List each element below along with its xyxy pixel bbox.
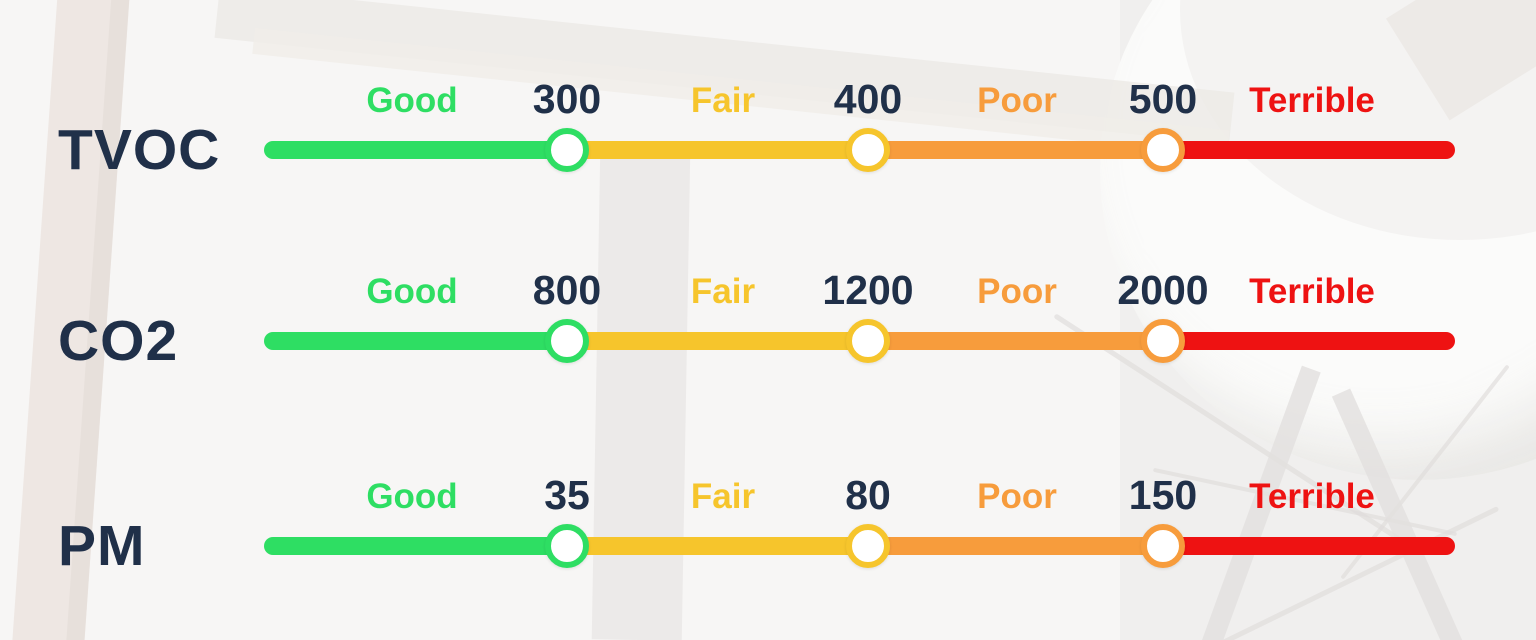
segment-poor — [868, 537, 1163, 555]
threshold-marker[interactable] — [545, 128, 589, 172]
table-leg-mid-shape — [591, 149, 691, 640]
threshold-value: 1200 — [822, 267, 914, 313]
threshold-marker[interactable] — [545, 524, 589, 568]
scale-bar — [264, 128, 1455, 172]
segment-fair — [567, 537, 868, 555]
segment-terrible — [1163, 332, 1455, 350]
threshold-value: 300 — [532, 76, 602, 122]
threshold-value: 400 — [833, 76, 903, 122]
threshold-value: 150 — [1128, 472, 1198, 518]
segment-terrible — [1163, 141, 1455, 159]
metric-label: TVOC — [58, 118, 221, 182]
segment-terrible — [1163, 537, 1455, 555]
metric-label: CO2 — [58, 309, 179, 373]
segment-poor — [868, 141, 1163, 159]
category-label-good: Good — [366, 272, 458, 311]
segment-good — [264, 332, 567, 350]
category-label-terrible: Terrible — [1249, 477, 1375, 516]
segment-good — [264, 537, 567, 555]
threshold-marker[interactable] — [846, 524, 890, 568]
category-label-terrible: Terrible — [1249, 272, 1375, 311]
threshold-marker[interactable] — [846, 128, 890, 172]
category-label-fair: Fair — [690, 272, 756, 311]
chair-back-shape — [1385, 0, 1536, 121]
table-edge-shape — [214, 0, 1235, 145]
segment-good — [264, 141, 567, 159]
threshold-value: 80 — [845, 472, 891, 518]
category-label-fair: Fair — [690, 81, 756, 120]
category-label-poor: Poor — [977, 272, 1057, 311]
category-label-good: Good — [366, 81, 458, 120]
segment-poor — [868, 332, 1163, 350]
threshold-marker[interactable] — [1141, 319, 1185, 363]
category-label-good: Good — [366, 477, 458, 516]
threshold-marker[interactable] — [545, 319, 589, 363]
threshold-marker[interactable] — [1141, 128, 1185, 172]
scale-bar — [264, 319, 1455, 363]
threshold-value: 500 — [1128, 76, 1198, 122]
metric-label: PM — [58, 514, 146, 578]
threshold-value: 2000 — [1117, 267, 1209, 313]
category-label-fair: Fair — [690, 477, 756, 516]
segment-fair — [567, 332, 868, 350]
chair-shell-shape — [1100, 0, 1536, 480]
scale-bar — [264, 524, 1455, 568]
threshold-marker[interactable] — [846, 319, 890, 363]
category-label-poor: Poor — [977, 477, 1057, 516]
category-label-terrible: Terrible — [1249, 81, 1375, 120]
category-label-poor: Poor — [977, 81, 1057, 120]
threshold-value: 35 — [544, 472, 590, 518]
segment-fair — [567, 141, 868, 159]
threshold-value: 800 — [532, 267, 602, 313]
threshold-marker[interactable] — [1141, 524, 1185, 568]
